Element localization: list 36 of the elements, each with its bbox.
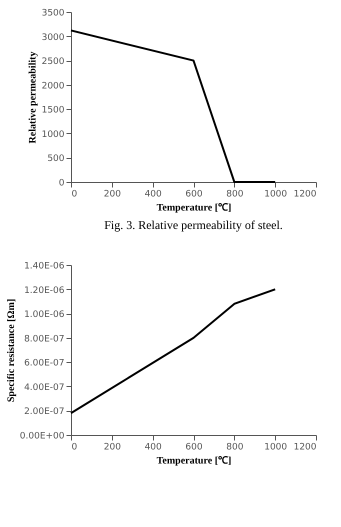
x-tick-label: 1000	[264, 190, 288, 200]
y-tick-label: 1500	[42, 106, 65, 116]
y-axis-title: Specific resistance [Ωm]	[6, 298, 17, 402]
x-axis-title: Temperature [℃]	[156, 202, 232, 214]
y-tick-label: 4.00E-07	[24, 382, 64, 393]
y-tick-label: 8.00E-07	[24, 334, 64, 344]
x-axis-title: Temperature [℃]	[156, 456, 232, 466]
y-tick-label: 1.40E-06	[24, 262, 65, 272]
line-series	[70, 288, 276, 414]
y-tick-label: 1000	[42, 130, 65, 140]
x-tick-label: 0	[72, 190, 78, 200]
y-tick-label: 0	[58, 178, 65, 188]
y-tick-label: 2000	[42, 81, 65, 92]
x-tick-label: 1200	[294, 190, 317, 200]
y-tick-label: 1.20E-06	[24, 286, 65, 296]
caption: Fig. 3. Relative permeability of steel.	[104, 218, 283, 232]
y-tick-label: 0.00E+00	[20, 432, 65, 442]
x-tick-label: 200	[104, 190, 122, 200]
y-tick-label: 500	[47, 154, 65, 164]
y-tick-label: 3000	[42, 32, 65, 43]
x-tick-label: 400	[144, 190, 162, 200]
x-tick-label: 200	[104, 442, 122, 452]
x-tick-label: 600	[185, 442, 203, 452]
x-tick-label: 1200	[294, 442, 317, 452]
x-tick-label: 1000	[264, 442, 288, 452]
x-tick-label: 600	[185, 190, 203, 200]
x-tick-label: 800	[226, 190, 244, 200]
x-tick-label: 0	[72, 442, 78, 452]
y-tick-label: 6.00E-07	[24, 358, 64, 369]
y-tick-label: 2500	[42, 57, 65, 68]
y-tick-label: 1.00E-06	[24, 310, 65, 320]
x-tick-label: 800	[226, 442, 244, 452]
y-tick-label: 3500	[42, 8, 65, 18]
y-axis-title: Relative permeability	[28, 52, 39, 144]
y-tick-label: 2.00E-07	[24, 407, 64, 418]
x-tick-label: 400	[144, 442, 162, 452]
